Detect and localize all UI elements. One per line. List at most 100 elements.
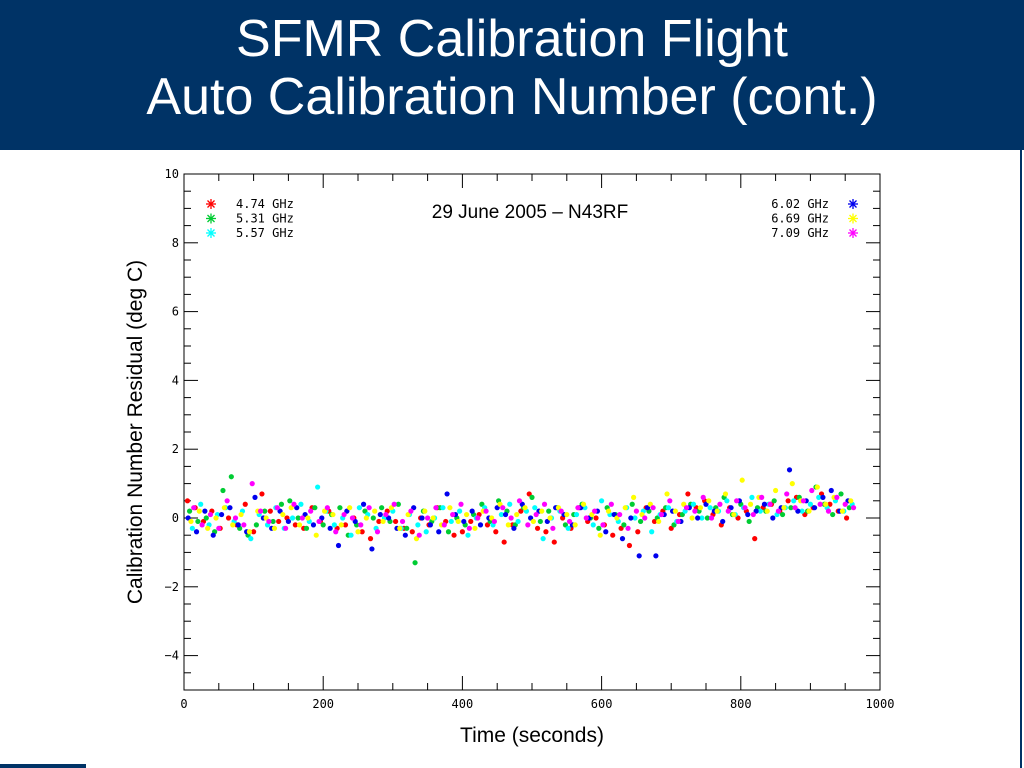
data-point (441, 522, 447, 528)
data-point (681, 501, 687, 507)
data-point (690, 501, 697, 507)
data-point (516, 498, 523, 504)
data-point (295, 515, 301, 521)
data-point (618, 525, 624, 531)
data-point (525, 522, 531, 528)
data-point (759, 494, 765, 500)
data-point (619, 536, 626, 542)
legend-asterisk-icon (206, 228, 216, 238)
data-point (427, 522, 433, 528)
data-point (558, 508, 564, 514)
data-point (193, 529, 200, 535)
data-point (543, 529, 549, 535)
legend-asterisk-icon (848, 199, 858, 209)
data-point (632, 515, 638, 521)
data-point (235, 522, 241, 528)
data-point (547, 515, 553, 521)
data-point (745, 511, 751, 518)
data-point (422, 508, 428, 514)
data-point (288, 505, 294, 511)
data-point (205, 525, 211, 531)
legend-label: 4.74 GHz (236, 197, 294, 211)
data-point (344, 508, 350, 514)
data-point (735, 515, 741, 521)
data-point (653, 553, 659, 559)
data-point (658, 511, 665, 518)
data-point (379, 505, 385, 511)
data-point (608, 501, 614, 507)
bottom-left-accent (0, 764, 86, 768)
data-point (308, 508, 314, 514)
legend-label: 5.57 GHz (236, 226, 294, 240)
data-point (665, 505, 672, 511)
data-point (347, 505, 353, 511)
data-point (580, 501, 587, 507)
y-axis-label: Calibration Number Residual (deg C) (124, 260, 147, 604)
data-point (597, 532, 603, 538)
x-tick-label: 600 (591, 697, 613, 711)
data-point (196, 508, 202, 514)
data-point (497, 501, 503, 507)
data-point (671, 522, 677, 528)
data-point (315, 484, 321, 490)
data-point (448, 518, 454, 525)
data-point (809, 487, 815, 494)
data-point (814, 484, 820, 490)
data-point (839, 508, 846, 514)
data-point (572, 522, 578, 528)
data-point (218, 511, 225, 518)
data-point (505, 522, 511, 528)
data-point (522, 505, 528, 511)
data-point (753, 508, 759, 514)
data-point (292, 522, 298, 528)
data-point (416, 532, 422, 538)
data-point (252, 494, 258, 500)
data-point (263, 515, 269, 521)
data-point (534, 525, 541, 531)
data-point (408, 508, 414, 514)
data-point (270, 518, 276, 525)
data-point (592, 508, 598, 514)
data-point (642, 515, 648, 521)
data-point (519, 501, 525, 507)
data-point (530, 518, 536, 525)
data-point (842, 501, 848, 507)
data-point (703, 501, 709, 507)
data-point (501, 539, 507, 545)
chart-annotation: 29 June 2005 – N43RF (432, 202, 628, 223)
data-point (440, 505, 446, 511)
data-point (392, 518, 399, 525)
data-point (664, 491, 670, 497)
data-point (707, 505, 713, 511)
data-point (316, 518, 322, 525)
data-point (374, 529, 381, 535)
data-point (186, 508, 193, 514)
data-point (489, 515, 495, 521)
data-point (500, 505, 506, 511)
data-point (697, 505, 704, 511)
data-point (291, 501, 297, 507)
x-tick-label: 200 (312, 697, 334, 711)
data-point (636, 553, 642, 559)
data-point (242, 501, 248, 507)
data-point (302, 511, 308, 518)
data-point (788, 505, 794, 511)
data-point (544, 518, 550, 525)
data-point (651, 518, 658, 525)
data-point (566, 518, 573, 525)
data-point (337, 505, 343, 511)
data-point (770, 515, 776, 521)
plot-frame (183, 173, 881, 691)
data-point (614, 515, 620, 521)
y-tick-label: −4 (165, 649, 179, 663)
data-point (518, 508, 524, 514)
data-point (799, 508, 805, 514)
data-point (436, 529, 442, 535)
data-point (717, 501, 723, 507)
slide-title-line-1: SFMR Calibration Flight (236, 10, 788, 68)
data-point (305, 515, 311, 521)
data-point (750, 511, 756, 518)
data-point (419, 515, 425, 521)
data-point (562, 522, 569, 528)
data-point (409, 529, 415, 535)
